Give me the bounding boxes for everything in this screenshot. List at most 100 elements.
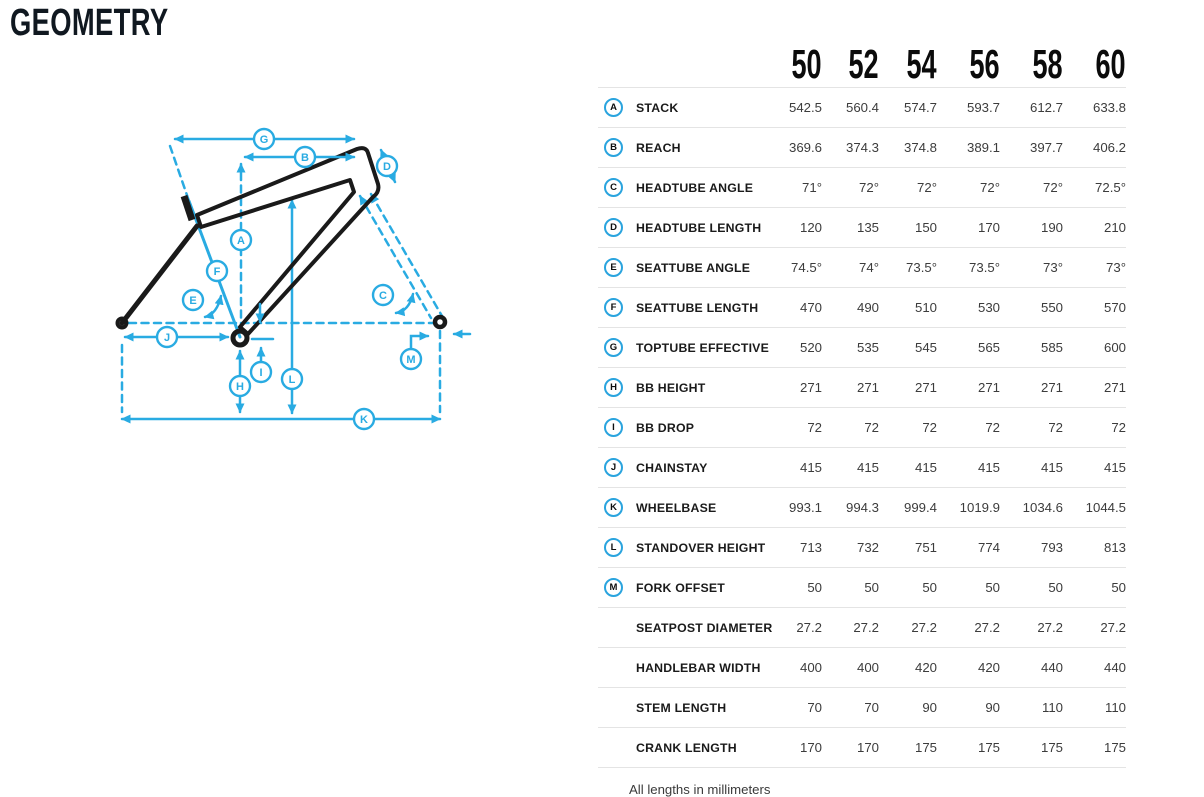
row-label: REACH xyxy=(636,140,681,155)
row-label: BB HEIGHT xyxy=(636,380,706,395)
value-cell: 440 xyxy=(1040,660,1063,675)
value-cell: 27.2 xyxy=(1100,620,1126,635)
size-column-header: 52 xyxy=(848,41,879,87)
row-label-cell: L STANDOVER HEIGHT xyxy=(598,538,765,557)
value-cell: 374.8 xyxy=(903,140,937,155)
value-cell: 369.6 xyxy=(788,140,822,155)
value-cell: 415 xyxy=(1103,460,1126,475)
value-cell: 1019.9 xyxy=(959,500,1000,515)
table-row: A STACK 542.5 560.4 574.7 593.7 612.7 633.8 xyxy=(598,87,1126,127)
value-cell: 50 xyxy=(807,580,822,595)
table-row: I BB DROP 72 72 72 72 72 72 xyxy=(598,407,1126,447)
value-cell: 73.5° xyxy=(906,260,937,275)
table-row: K WHEELBASE 993.1 994.3 999.4 1019.9 1034.6 104… xyxy=(598,487,1126,527)
value-cell: 574.7 xyxy=(903,100,937,115)
row-label-cell: F SEATTUBE LENGTH xyxy=(598,298,762,317)
size-column-header: 60 xyxy=(1095,41,1126,87)
value-cell: 27.2 xyxy=(974,620,1000,635)
value-cell: 535 xyxy=(856,340,879,355)
value-cell: 713 xyxy=(799,540,822,555)
size-column-header: 54 xyxy=(906,41,937,87)
diagram-badge-l: L xyxy=(280,367,304,391)
row-letter-badge: G xyxy=(604,338,623,357)
value-cell: 751 xyxy=(914,540,937,555)
value-cell: 545 xyxy=(914,340,937,355)
value-cell: 72° xyxy=(917,180,937,195)
value-cell: 271 xyxy=(799,380,822,395)
row-label-cell: D HEADTUBE LENGTH xyxy=(598,218,762,237)
row-label: HEADTUBE ANGLE xyxy=(636,180,754,195)
steering-axis-line-2 xyxy=(369,192,444,318)
diagram-badge-h: H xyxy=(228,374,252,398)
diagram-badge-letter: J xyxy=(164,332,170,344)
value-cell: 50 xyxy=(922,580,937,595)
value-cell: 110 xyxy=(1104,700,1126,715)
value-cell: 406.2 xyxy=(1092,140,1126,155)
value-cell: 271 xyxy=(914,380,937,395)
row-label: WHEELBASE xyxy=(636,500,717,515)
value-cell: 420 xyxy=(914,660,937,675)
value-cell: 73.5° xyxy=(969,260,1000,275)
diagram-badge-letter: A xyxy=(237,235,245,247)
diagram-badge-g: G xyxy=(252,127,276,151)
seatstay-tube xyxy=(119,223,200,326)
value-cell: 175 xyxy=(1040,740,1063,755)
value-cell: 374.3 xyxy=(845,140,879,155)
row-label-cell: B REACH xyxy=(598,138,762,157)
diagram-badge-e: E xyxy=(181,288,205,312)
row-letter-badge: C xyxy=(604,178,623,197)
fork-offset-pointer-m xyxy=(409,331,430,350)
row-label: HANDLEBAR WIDTH xyxy=(636,660,761,675)
diagram-badge-letter: I xyxy=(259,367,262,379)
value-cell: 565 xyxy=(977,340,1000,355)
row-letter-badge: I xyxy=(604,418,623,437)
row-label: SEATTUBE LENGTH xyxy=(636,300,759,315)
row-label-cell: A STACK xyxy=(598,98,762,117)
value-cell: 50 xyxy=(864,580,879,595)
value-cell: 593.7 xyxy=(966,100,1000,115)
table-row: D HEADTUBE LENGTH 120 135 150 170 190 210 xyxy=(598,207,1126,247)
value-cell: 415 xyxy=(799,460,822,475)
row-letter-badge: K xyxy=(604,498,623,517)
value-cell: 175 xyxy=(1103,740,1126,755)
value-cell: 560.4 xyxy=(845,100,879,115)
row-letter-badge: M xyxy=(604,578,623,597)
value-cell: 135 xyxy=(856,220,879,235)
value-cell: 27.2 xyxy=(853,620,879,635)
row-label: BB DROP xyxy=(636,420,695,435)
value-cell: 72 xyxy=(985,420,1000,435)
value-cell: 470 xyxy=(799,300,822,315)
row-label-cell: CRANK LENGTH xyxy=(598,738,762,757)
value-cell: 50 xyxy=(985,580,1000,595)
value-cell: 27.2 xyxy=(796,620,822,635)
value-cell: 994.3 xyxy=(845,500,879,515)
value-cell: 74° xyxy=(859,260,879,275)
value-cell: 490 xyxy=(856,300,879,315)
value-cell: 420 xyxy=(977,660,1000,675)
table-row: C HEADTUBE ANGLE 71° 72° 72° 72° 72° 72.5° xyxy=(598,167,1126,207)
value-cell: 813 xyxy=(1103,540,1126,555)
table-row: CRANK LENGTH 170 170 175 175 175 175 xyxy=(598,727,1126,767)
diagram-badge-m: M xyxy=(399,347,423,371)
row-letter-badge: F xyxy=(604,298,623,317)
diagram-badge-letter: C xyxy=(379,290,387,302)
value-cell: 90 xyxy=(922,700,937,715)
geometry-table-body: A STACK 542.5 560.4 574.7 593.7 612.7 633.8 B REA… xyxy=(598,87,1126,767)
value-cell: 72 xyxy=(922,420,937,435)
row-label-cell: K WHEELBASE xyxy=(598,498,762,517)
value-cell: 27.2 xyxy=(911,620,937,635)
headtube-angle-arc-c xyxy=(394,292,416,317)
value-cell: 774 xyxy=(977,540,1000,555)
value-cell: 570 xyxy=(1103,300,1126,315)
geometry-table: 50 52 54 56 58 60 A STACK 542.5 560.4 574.7 593.7 6… xyxy=(598,36,1126,797)
value-cell: 271 xyxy=(977,380,1000,395)
row-label-cell: SEATPOST DIAMETER xyxy=(598,618,772,637)
value-cell: 50 xyxy=(1111,580,1126,595)
value-cell: 612.7 xyxy=(1029,100,1063,115)
row-label: CHAINSTAY xyxy=(636,460,708,475)
page-title: GEOMETRY xyxy=(10,2,230,46)
diagram-badge-f: F xyxy=(205,259,229,283)
value-cell: 175 xyxy=(914,740,937,755)
size-column-header: 50 xyxy=(791,41,822,87)
value-cell: 415 xyxy=(856,460,879,475)
